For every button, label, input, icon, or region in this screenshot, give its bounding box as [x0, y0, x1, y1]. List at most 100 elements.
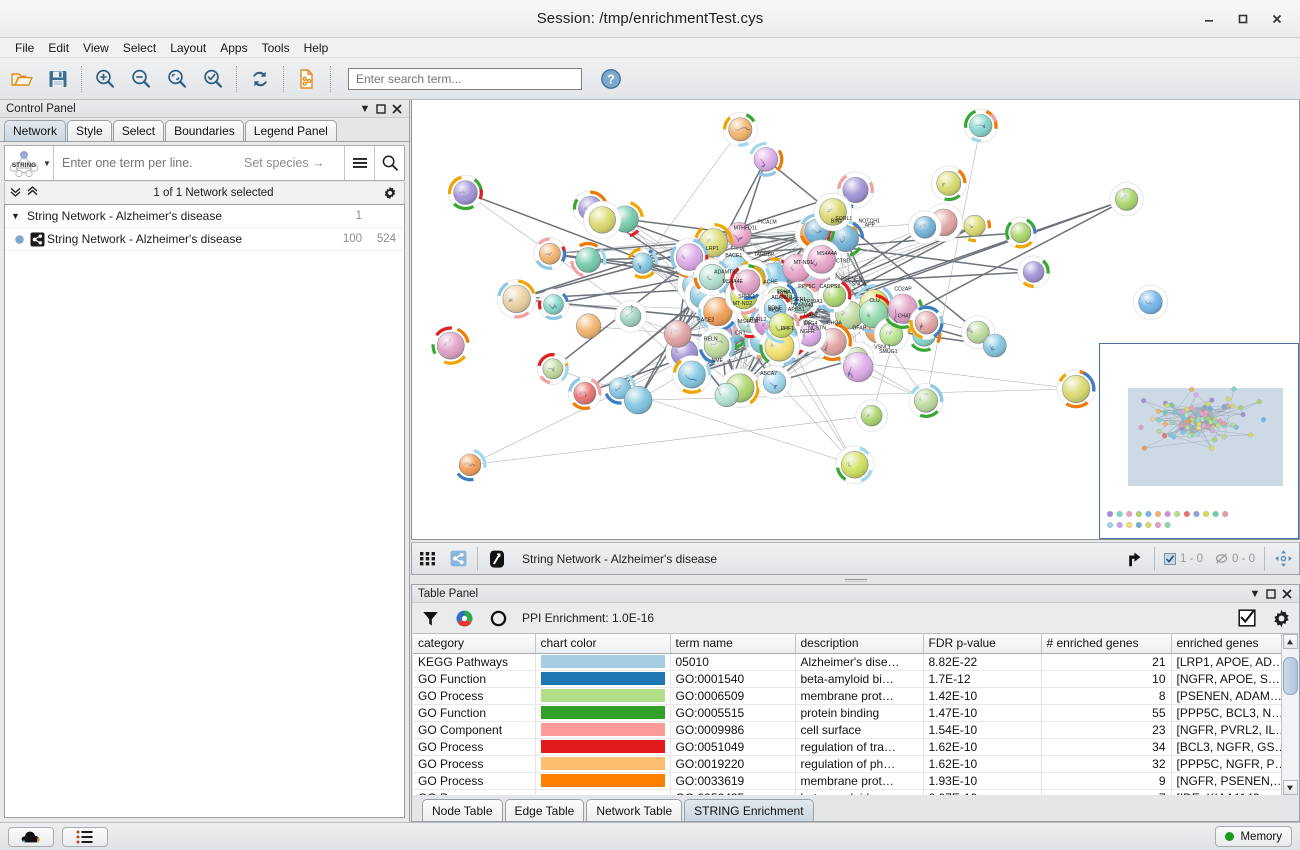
minimize-button[interactable]: [1192, 4, 1226, 34]
zoom-in-icon[interactable]: [87, 60, 123, 98]
tab-network-table[interactable]: Network Table: [586, 799, 683, 821]
network-node[interactable]: [963, 214, 991, 243]
menu-apps[interactable]: Apps: [220, 40, 248, 55]
tab-legend-panel[interactable]: Legend Panel: [244, 120, 337, 141]
scroll-up-icon[interactable]: [1282, 634, 1298, 649]
tab-style[interactable]: Style: [67, 120, 112, 141]
menu-select[interactable]: Select: [122, 40, 157, 55]
chevron-down-icon[interactable]: ▼: [1249, 587, 1261, 600]
network-node[interactable]: [843, 351, 874, 383]
network-node[interactable]: [764, 312, 800, 344]
col-category[interactable]: category: [413, 634, 536, 654]
network-node[interactable]: [604, 374, 637, 405]
network-node[interactable]: [908, 383, 944, 419]
network-node[interactable]: [855, 399, 888, 432]
enrichment-table-body[interactable]: KEGG Pathways 05010 Alzheimer's dise… 8.82E…: [413, 653, 1283, 795]
network-node[interactable]: [1056, 369, 1096, 409]
view-indicator-icon[interactable]: [11, 234, 27, 245]
network-node[interactable]: [885, 293, 923, 329]
network-node[interactable]: [908, 210, 942, 245]
network-node[interactable]: [714, 382, 739, 408]
table-row[interactable]: GO Function GO:0001540 beta-amyloid bi… 1.7…: [413, 670, 1283, 688]
cloud-icon[interactable]: [8, 826, 54, 847]
network-graph[interactable]: MT-ND2 MT-ND1 VSNL1 GAB2 FYN ABCA7 CHAT NCSTN PI…: [412, 100, 1299, 538]
menu-tools[interactable]: Tools: [261, 40, 290, 55]
network-node[interactable]: [576, 313, 602, 339]
close-panel-icon[interactable]: [389, 101, 405, 117]
float-panel-icon[interactable]: [373, 101, 389, 117]
network-node[interactable]: [536, 352, 569, 385]
menu-layout[interactable]: Layout: [170, 40, 207, 55]
network-node[interactable]: [533, 237, 567, 271]
network-node[interactable]: [496, 279, 537, 319]
checkbox-icon[interactable]: [1235, 606, 1259, 630]
tab-boundaries[interactable]: Boundaries: [165, 120, 244, 141]
overview-thumbnail[interactable]: [1100, 344, 1298, 538]
search-input-wrap[interactable]: [348, 67, 582, 90]
network-node[interactable]: [729, 264, 766, 301]
tab-edge-table[interactable]: Edge Table: [504, 799, 585, 821]
tab-string-enrichment[interactable]: STRING Enrichment: [684, 799, 814, 821]
network-node[interactable]: [670, 238, 709, 277]
table-row[interactable]: GO Component GO:0009986 cell surface 1.54E-…: [413, 721, 1283, 739]
color-chart-icon[interactable]: [452, 606, 476, 630]
network-node[interactable]: [909, 305, 944, 340]
table-row[interactable]: GO Process GO:0050435beta-amyloid m…2.07E…: [413, 789, 1283, 795]
set-species-hint[interactable]: Set species →: [244, 156, 325, 170]
tab-network[interactable]: Network: [4, 120, 67, 141]
network-node[interactable]: [693, 258, 731, 296]
enrichment-table-wrap[interactable]: category chart color term name descripti…: [413, 633, 1298, 795]
network-node[interactable]: [813, 192, 853, 232]
tab-select[interactable]: Select: [112, 120, 165, 141]
refresh-icon[interactable]: [242, 60, 278, 98]
hamburger-icon[interactable]: [344, 146, 374, 180]
table-row[interactable]: GO Function GO:0005515 protein binding 1.47…: [413, 704, 1283, 722]
list-icon[interactable]: [62, 826, 108, 847]
maximize-button[interactable]: [1226, 4, 1260, 34]
network-node[interactable]: [698, 327, 735, 365]
filter-icon[interactable]: [418, 606, 442, 630]
network-node[interactable]: [835, 445, 874, 484]
menu-file[interactable]: File: [15, 40, 35, 55]
table-vertical-scrollbar[interactable]: [1281, 634, 1298, 795]
tree-row[interactable]: String Network - Alzheimer's disease 100…: [5, 228, 404, 251]
panel-splitter[interactable]: [411, 576, 1300, 584]
network-node[interactable]: [722, 111, 758, 147]
chevron-down-icon[interactable]: ▼: [11, 211, 20, 221]
network-node[interactable]: [1132, 284, 1169, 320]
col-enriched-count[interactable]: # enriched genes: [1041, 634, 1172, 654]
float-panel-icon[interactable]: [1263, 586, 1279, 602]
string-query-input[interactable]: [60, 155, 220, 171]
network-node[interactable]: [1017, 255, 1050, 289]
network-node[interactable]: [757, 365, 792, 400]
network-view-canvas[interactable]: MT-ND2 MT-ND1 VSNL1 GAB2 FYN ABCA7 CHAT NCSTN PI…: [411, 100, 1300, 540]
col-term-name[interactable]: term name: [670, 634, 796, 654]
zoom-fit-icon[interactable]: [159, 60, 195, 98]
open-folder-icon[interactable]: [4, 60, 40, 98]
help-icon[interactable]: ?: [598, 66, 624, 92]
menu-view[interactable]: View: [83, 40, 109, 55]
network-node[interactable]: [1109, 182, 1144, 217]
collapse-all-icon[interactable]: [9, 185, 22, 201]
network-node[interactable]: [447, 174, 484, 211]
col-chart-color[interactable]: chart color: [535, 634, 671, 654]
network-node[interactable]: [672, 355, 712, 395]
network-node[interactable]: [963, 108, 998, 143]
menu-edit[interactable]: Edit: [48, 40, 70, 55]
tab-node-table[interactable]: Node Table: [422, 799, 503, 821]
grid-layout-icon[interactable]: [412, 543, 443, 574]
close-button[interactable]: [1260, 4, 1294, 34]
zoom-selected-icon[interactable]: [195, 60, 231, 98]
export-image-icon[interactable]: [1120, 543, 1151, 574]
scroll-down-icon[interactable]: [1282, 780, 1298, 795]
gear-icon[interactable]: [1269, 606, 1293, 630]
network-overview-panel[interactable]: [1099, 343, 1299, 539]
network-node[interactable]: [614, 300, 647, 333]
export-network-icon[interactable]: [289, 60, 325, 98]
scrollbar-track[interactable]: [1282, 649, 1298, 780]
search-input[interactable]: [354, 70, 576, 87]
network-node[interactable]: [567, 376, 602, 411]
expand-all-icon[interactable]: [26, 185, 39, 201]
table-row[interactable]: GO Process GO:0006509 membrane prot… 1.42E-…: [413, 687, 1283, 705]
memory-status-button[interactable]: Memory: [1215, 826, 1292, 847]
